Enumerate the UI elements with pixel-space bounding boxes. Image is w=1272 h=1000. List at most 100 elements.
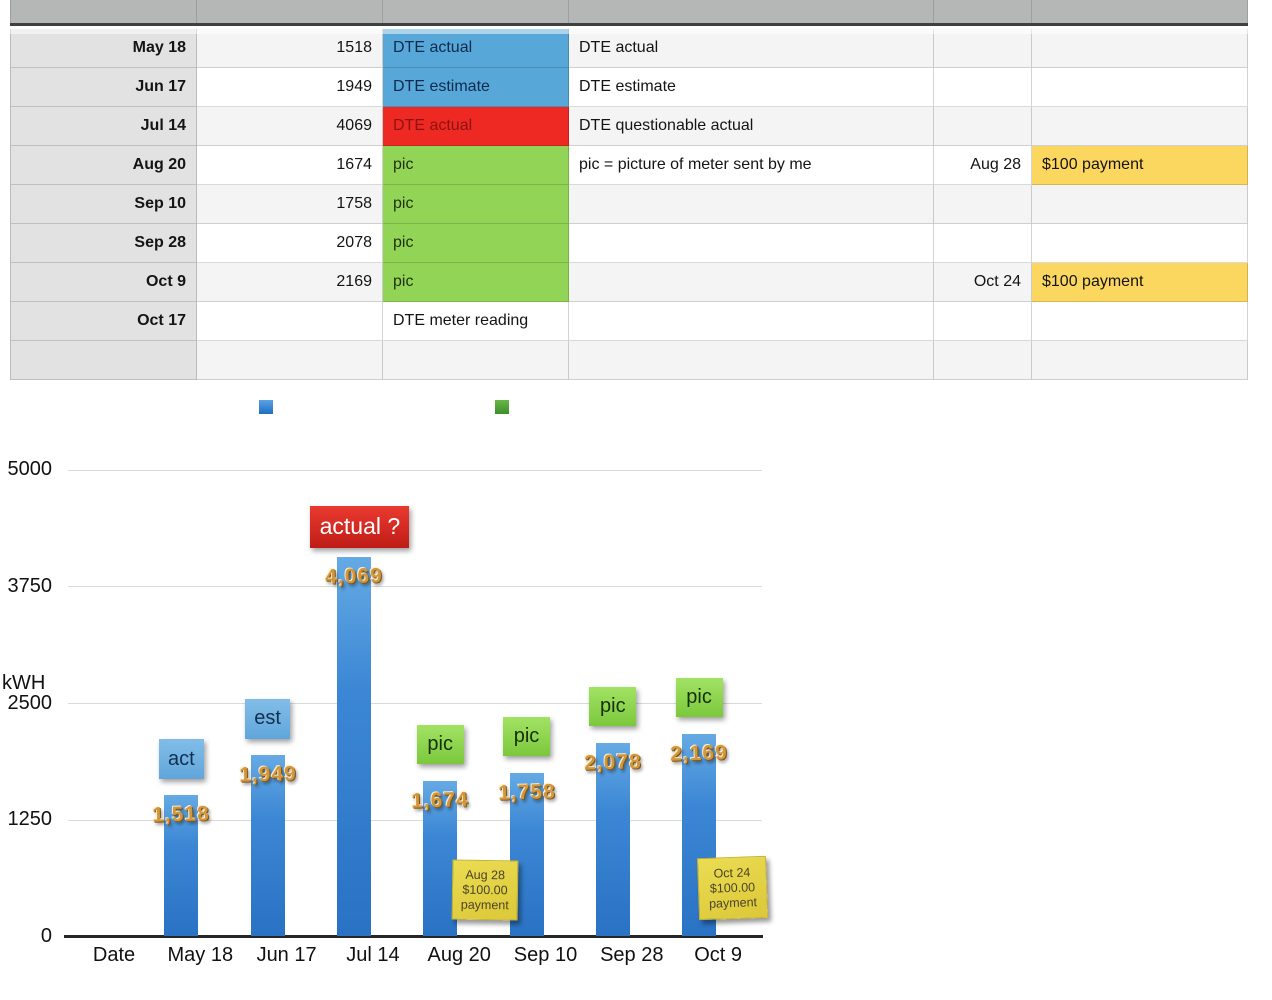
bar-value-label: 1,758	[497, 780, 556, 805]
value-cell[interactable]: 2078	[197, 224, 383, 263]
date-cell[interactable]: Jun 17	[10, 68, 197, 107]
table-row: May 18 1518 DTE actual DTE actual	[10, 29, 1248, 68]
payment-cell[interactable]	[1032, 185, 1248, 224]
sticky-note-line: Oct 24	[713, 864, 751, 881]
annotation-pic-label[interactable]: pic	[589, 686, 637, 726]
column-header-cell[interactable]	[383, 0, 569, 23]
bar-sep-10[interactable]	[509, 772, 544, 936]
bar-value-label: 1,674	[411, 787, 470, 813]
payment-cell[interactable]	[1032, 224, 1248, 263]
value-cell[interactable]: 4069	[197, 107, 383, 146]
description-cell[interactable]	[569, 185, 934, 224]
sheet-column-header	[10, 0, 1248, 26]
value-cell[interactable]: 1949	[197, 68, 383, 107]
description-cell[interactable]	[569, 263, 934, 302]
legend-swatch-blue[interactable]	[259, 400, 273, 414]
y-tick-label: 2500	[7, 691, 53, 714]
column-header-cell[interactable]	[934, 0, 1032, 23]
description-cell[interactable]: pic = picture of meter sent by me	[569, 146, 934, 185]
description-cell[interactable]: DTE actual	[569, 29, 934, 68]
annotation-pic-label[interactable]: pic	[503, 716, 550, 756]
payment-cell[interactable]: $100 payment	[1032, 146, 1248, 185]
payment-cell[interactable]: $100 payment	[1032, 263, 1248, 302]
payment-cell[interactable]	[1032, 302, 1248, 341]
x-tick-label: May 18	[167, 944, 234, 966]
payment-date-cell[interactable]	[934, 107, 1032, 146]
column-header-cell[interactable]	[1032, 0, 1248, 23]
annotation-est-label[interactable]: est	[245, 698, 291, 739]
date-cell[interactable]: Oct 17	[10, 302, 197, 341]
bar-sep-28[interactable]	[595, 742, 630, 936]
bar-may-18[interactable]	[164, 795, 199, 936]
payment-cell[interactable]	[1032, 107, 1248, 146]
payment-date-cell[interactable]	[934, 185, 1032, 224]
date-cell[interactable]: Aug 20	[10, 146, 197, 185]
value-cell[interactable]: 2169	[197, 263, 383, 302]
payment-date-cell[interactable]	[934, 29, 1032, 68]
annotation-pic-label[interactable]: pic	[675, 678, 723, 718]
x-axis-line	[64, 935, 763, 938]
value-cell[interactable]: 1674	[197, 146, 383, 185]
label-cell[interactable]: DTE estimate	[383, 68, 569, 107]
payment-date-cell[interactable]: Oct 24	[934, 263, 1032, 302]
gridline	[68, 703, 762, 704]
bar-jul-14[interactable]	[336, 556, 371, 936]
label-cell[interactable]: DTE actual	[383, 29, 569, 68]
annotation-act-label[interactable]: act	[158, 739, 204, 780]
payment-date-cell[interactable]	[934, 341, 1032, 380]
label-cell[interactable]: DTE actual	[383, 107, 569, 146]
sticky-note-line: $100.00	[709, 879, 756, 896]
payment-cell[interactable]	[1032, 68, 1248, 107]
payment-date-cell[interactable]	[934, 224, 1032, 263]
date-cell[interactable]	[10, 341, 197, 380]
date-cell[interactable]: Jul 14	[10, 107, 197, 146]
payment-date-cell[interactable]: Aug 28	[934, 146, 1032, 185]
payment-date-cell[interactable]	[934, 302, 1032, 341]
description-cell[interactable]	[569, 302, 934, 341]
date-cell[interactable]: May 18	[10, 29, 197, 68]
label-cell[interactable]: pic	[383, 263, 569, 302]
y-axis-title: kWH	[2, 672, 46, 694]
label-cell[interactable]: pic	[383, 224, 569, 263]
value-cell[interactable]: 1518	[197, 29, 383, 68]
table-row: Aug 20 1674 pic pic = picture of meter sent…	[10, 146, 1248, 185]
bar-aug-20[interactable]	[423, 780, 458, 936]
x-tick-label: Jul 14	[346, 944, 400, 966]
annotation-pic-label[interactable]: pic	[416, 724, 464, 764]
payment-cell[interactable]	[1032, 341, 1248, 380]
label-cell[interactable]: pic	[383, 146, 569, 185]
bar-value-label: 1,518	[152, 802, 211, 827]
value-cell[interactable]	[197, 341, 383, 380]
bar-value-label: 2,078	[583, 750, 642, 775]
description-cell[interactable]: DTE questionable actual	[569, 107, 934, 146]
gridline	[68, 586, 762, 588]
annotation-actual-label[interactable]: actual ?	[310, 505, 410, 548]
table-row: Sep 10 1758 pic	[10, 185, 1248, 224]
value-cell[interactable]: 1758	[197, 185, 383, 224]
description-cell[interactable]: DTE estimate	[569, 68, 934, 107]
payment-sticky-note[interactable]: Oct 24 $100.00 payment	[696, 855, 769, 921]
description-cell[interactable]	[569, 341, 934, 380]
column-header-cell[interactable]	[197, 0, 383, 23]
label-cell[interactable]: pic	[383, 185, 569, 224]
bar-value-label: 4,069	[324, 564, 383, 589]
description-cell[interactable]	[569, 224, 934, 263]
payment-sticky-note[interactable]: Aug 28 $100.00 payment	[451, 859, 519, 921]
label-cell[interactable]: DTE meter reading	[383, 302, 569, 341]
column-header-cell[interactable]	[10, 0, 197, 23]
legend-swatch-green[interactable]	[495, 400, 509, 414]
bar-oct-9[interactable]	[682, 734, 717, 936]
date-cell[interactable]: Oct 9	[10, 263, 197, 302]
bar-jun-17[interactable]	[250, 754, 285, 936]
column-header-cell[interactable]	[569, 0, 934, 23]
label-cell[interactable]	[383, 341, 569, 380]
y-tick-label: 3750	[7, 574, 53, 597]
x-tick-label: Aug 20	[427, 944, 491, 966]
value-cell[interactable]	[197, 302, 383, 341]
payment-cell[interactable]	[1032, 29, 1248, 68]
date-cell[interactable]: Sep 10	[10, 185, 197, 224]
date-cell[interactable]: Sep 28	[10, 224, 197, 263]
data-table: May 18 1518 DTE actual DTE actual Jun 17 1949…	[10, 29, 1248, 380]
payment-date-cell[interactable]	[934, 68, 1032, 107]
